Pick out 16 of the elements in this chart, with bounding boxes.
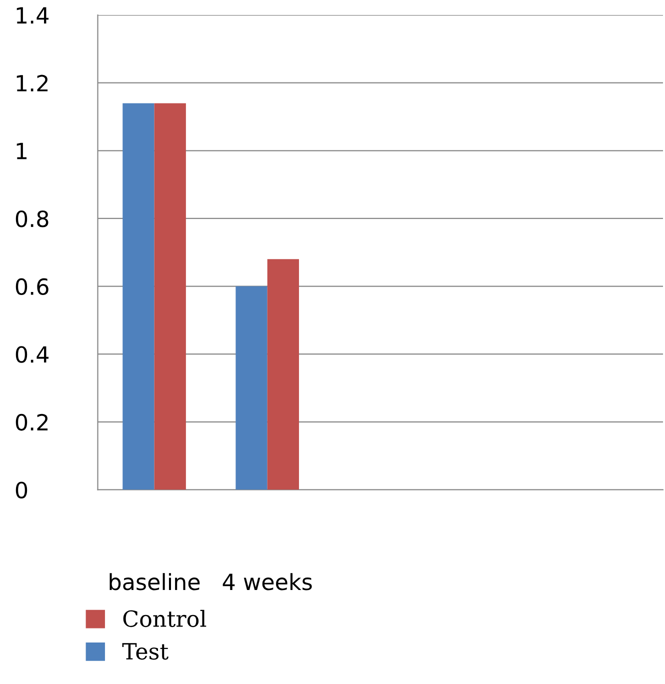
y-tick-label: 0.2 xyxy=(16,414,48,431)
y-tick-label: 0.4 xyxy=(16,346,49,363)
y-tick-label: 1 xyxy=(16,142,27,160)
y-tick-label: 1.2 xyxy=(16,74,48,92)
legend-label: Test xyxy=(122,643,168,660)
bar xyxy=(122,103,154,490)
y-tick-label: 0.6 xyxy=(16,278,48,296)
bar xyxy=(236,286,268,490)
x-tick-label: baseline xyxy=(110,573,200,590)
legend-label: Control xyxy=(123,610,206,628)
bar xyxy=(267,259,299,490)
x-tick-label: 4 weeks xyxy=(222,573,312,590)
y-tick-label: 1.4 xyxy=(16,7,49,24)
bar xyxy=(154,103,186,490)
y-tick-label: 0.8 xyxy=(16,210,48,228)
y-tick-label: 0 xyxy=(16,482,28,499)
